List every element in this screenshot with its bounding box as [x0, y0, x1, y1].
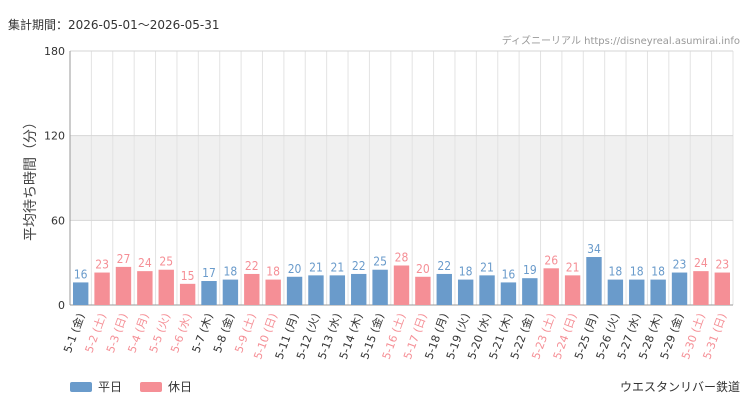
source-label: ディズニーリアル https://disneyreal.asumirai.inf…	[501, 36, 740, 47]
bar-value-label: 16	[502, 267, 516, 281]
bar	[543, 268, 559, 305]
bar	[72, 282, 89, 305]
legend-swatch-weekday	[70, 381, 92, 392]
bar	[158, 269, 174, 305]
shaded-band	[70, 135, 733, 221]
bar	[457, 279, 474, 305]
bar	[586, 257, 602, 305]
y-tick-label: 60	[51, 214, 65, 227]
bar	[201, 281, 217, 305]
bar	[265, 279, 281, 305]
bar-value-label: 23	[715, 258, 729, 272]
bar-value-label: 21	[330, 260, 344, 274]
legend-item-holiday: 休日	[140, 378, 192, 395]
bar	[714, 272, 731, 305]
bar-value-label: 23	[673, 258, 687, 272]
bar	[286, 276, 303, 305]
attraction-name: ウエスタンリバー鉄道	[619, 380, 740, 394]
bar-value-label: 21	[309, 260, 323, 274]
bar-value-label: 19	[523, 263, 537, 277]
bar-value-label: 16	[74, 267, 88, 281]
bar-value-label: 17	[202, 266, 216, 280]
bar-value-label: 21	[566, 260, 580, 274]
bar-value-label: 23	[95, 258, 109, 272]
legend: 平日 休日	[70, 378, 210, 395]
bar-value-label: 21	[480, 260, 494, 274]
bar-value-label: 18	[266, 265, 280, 279]
bar	[372, 269, 388, 305]
bar	[415, 276, 431, 305]
y-tick-label: 120	[44, 130, 65, 143]
bar-value-label: 25	[159, 255, 173, 269]
bar	[479, 275, 495, 305]
bar-value-label: 20	[416, 262, 430, 276]
bar	[522, 278, 538, 305]
legend-item-weekday: 平日	[70, 378, 122, 395]
bar	[650, 279, 666, 305]
bar	[308, 275, 324, 305]
legend-label-weekday: 平日	[98, 380, 123, 394]
bar-value-label: 22	[352, 259, 366, 273]
bar-value-label: 34	[587, 242, 601, 256]
bar-value-label: 18	[224, 265, 238, 279]
bar-value-label: 18	[459, 265, 473, 279]
bar	[693, 271, 709, 305]
bar	[137, 271, 153, 305]
bar	[393, 265, 410, 305]
bar-value-label: 22	[245, 259, 259, 273]
bar-value-label: 24	[694, 256, 708, 270]
bar-value-label: 20	[288, 262, 302, 276]
bar	[222, 279, 239, 305]
bar-value-label: 15	[181, 269, 195, 283]
bar	[244, 273, 260, 305]
bar-value-label: 27	[117, 252, 131, 266]
bar-value-label: 28	[395, 250, 409, 264]
bar	[564, 275, 581, 305]
bar-value-label: 22	[437, 259, 451, 273]
bar	[329, 275, 346, 305]
bar-value-label: 25	[373, 255, 387, 269]
bar	[500, 282, 517, 305]
y-axis-title: 平均待ち時間（分）	[23, 115, 39, 241]
legend-swatch-holiday	[140, 381, 163, 392]
legend-label-holiday: 休日	[168, 380, 193, 394]
bar	[671, 272, 688, 305]
y-tick-label: 0	[58, 299, 65, 312]
bar	[94, 272, 110, 305]
bar-value-label: 18	[609, 265, 623, 279]
bar	[351, 273, 367, 305]
bar	[179, 283, 196, 305]
bar	[115, 266, 132, 305]
bar	[629, 279, 645, 305]
bar-value-label: 24	[138, 256, 152, 270]
bar	[436, 273, 452, 305]
period-label: 集計期間：2026-05-01～2026-05-31	[8, 18, 220, 32]
bar-value-label: 26	[544, 253, 558, 267]
bar-value-label: 18	[651, 265, 665, 279]
bar	[607, 279, 624, 305]
bar-value-label: 18	[630, 265, 644, 279]
y-tick-label: 180	[44, 45, 65, 58]
